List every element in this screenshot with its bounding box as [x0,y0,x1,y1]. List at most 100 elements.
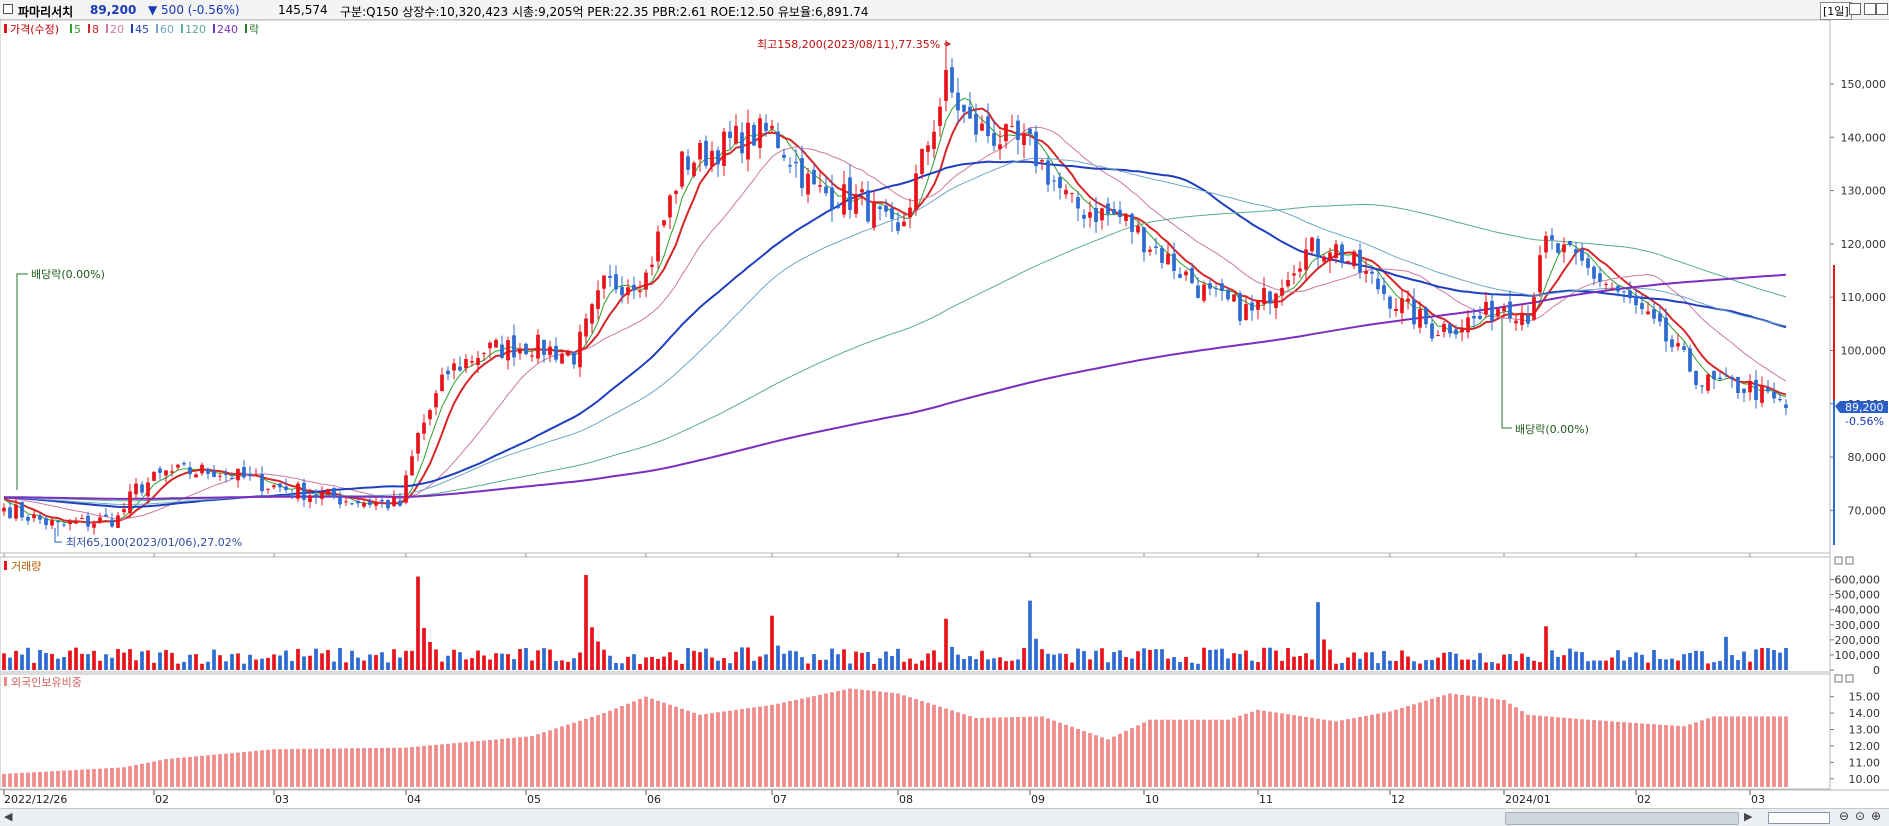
foreign-bar [296,748,300,787]
candle-body [620,286,624,296]
volume-panel-min-button[interactable] [1834,556,1843,565]
maximize-button[interactable] [1864,3,1876,15]
candle-body [1346,261,1350,264]
foreign-bar [2,773,6,787]
candle-body [152,471,156,481]
volume-bar [326,649,330,670]
foreign-bar [476,741,480,787]
candle-body [2,507,6,512]
volume-bar [776,645,780,670]
candle-body [1196,285,1200,298]
price-tick-label: 130,000 [1841,185,1887,198]
candle-body [182,463,186,465]
volume-bar [740,647,744,670]
volume-bar [1724,636,1728,670]
restore-button[interactable] [1849,3,1861,15]
volume-bar [80,653,84,670]
volume-bar [698,652,702,670]
candle-body [1604,283,1608,285]
candle-body [1532,297,1536,320]
zoom-out-icon[interactable]: ⊖ [1839,809,1850,823]
volume-bar [548,649,552,670]
foreign-bar [1682,726,1686,787]
volume-bar [452,649,456,670]
stock-name[interactable]: 파마리서치 [18,5,74,19]
candle-body [836,205,840,208]
zoom-fit-icon[interactable]: ⊙ [1855,809,1866,823]
volume-bar [1094,650,1098,670]
foreign-bar [518,737,522,787]
foreign-bar [146,762,150,787]
volume-bar [218,655,222,670]
foreign-panel-close-button[interactable] [1845,674,1854,683]
foreign-bar [230,753,234,787]
foreign-bar [434,744,438,787]
zoom-in-icon[interactable]: ⊕ [1871,809,1882,823]
candle-body [296,483,300,499]
date-tick-label: 09 [1031,793,1045,806]
period-selector[interactable]: [1일] [1820,2,1852,20]
volume-bar [1718,660,1722,670]
volume-bar [392,649,396,670]
candle-body [1478,315,1482,319]
link-checkbox[interactable] [3,4,13,14]
high-annotation-text: 최고158,200(2023/08/11),77.35% [757,38,940,51]
zoom-slider[interactable] [1768,812,1830,824]
candle-body [1742,388,1746,393]
foreign-bar [1688,724,1692,787]
candle-body [608,275,612,278]
volume-bar [356,657,360,670]
foreign-bar [482,740,486,787]
foreign-bar [1112,736,1116,787]
foreign-bar [1178,719,1182,787]
volume-bar [974,659,978,670]
volume-bar [1220,648,1224,670]
candle-body [386,500,390,509]
scroll-right-arrow-icon[interactable]: ▶ [1744,810,1753,823]
foreign-bar [1376,713,1380,787]
foreign-bar [644,696,648,787]
scroll-left-arrow-icon[interactable]: ◀ [4,810,13,823]
candle-body [326,488,330,495]
candle-body [92,523,96,528]
foreign-bar [314,748,318,787]
foreign-bar [1358,716,1362,787]
ma-line-45 [3,160,1787,509]
foreign-bar [686,710,690,787]
volume-bar [854,651,858,670]
candle-body [1136,225,1140,233]
price-tick-label: 150,000 [1841,78,1887,91]
candle-body [602,275,606,289]
candle-body [1310,237,1314,252]
volume-bar [32,662,36,670]
candle-body [644,272,648,290]
scroll-bar[interactable]: ◀ ▶ ⊖ ⊙ ⊕ [0,808,1889,826]
close-button[interactable] [1876,3,1888,15]
volume-bar [890,655,894,670]
foreign-bar [1082,731,1086,787]
foreign-bar [1730,716,1734,787]
foreign-bar [464,742,468,787]
volume-bar [1130,658,1134,670]
volume-panel-close-button[interactable] [1845,556,1854,565]
candle-body [866,190,870,222]
candle-body [1214,288,1218,290]
volume-bar [1208,649,1212,670]
scroll-thumb[interactable] [1505,812,1739,825]
candle-body [32,514,36,519]
volume-bar [572,658,576,670]
volume-bars [2,575,1788,670]
scale-up-strip [1833,265,1835,400]
candle-body [236,468,240,481]
volume-bar [1250,660,1254,670]
candle-body [1148,249,1152,252]
candle-body [1040,159,1044,162]
candle-body [1484,301,1488,315]
foreign-bar [1466,695,1470,787]
volume-bar [800,657,804,670]
candle-body [614,274,618,290]
foreign-panel-min-button[interactable] [1834,674,1843,683]
foreign-bar [1436,697,1440,787]
stock-chart[interactable]: 가격(수정) 5 8 20 45 60 120 240 락 거래량 외국인보유비중 70,00… [0,20,1889,808]
candle-body [302,482,306,500]
